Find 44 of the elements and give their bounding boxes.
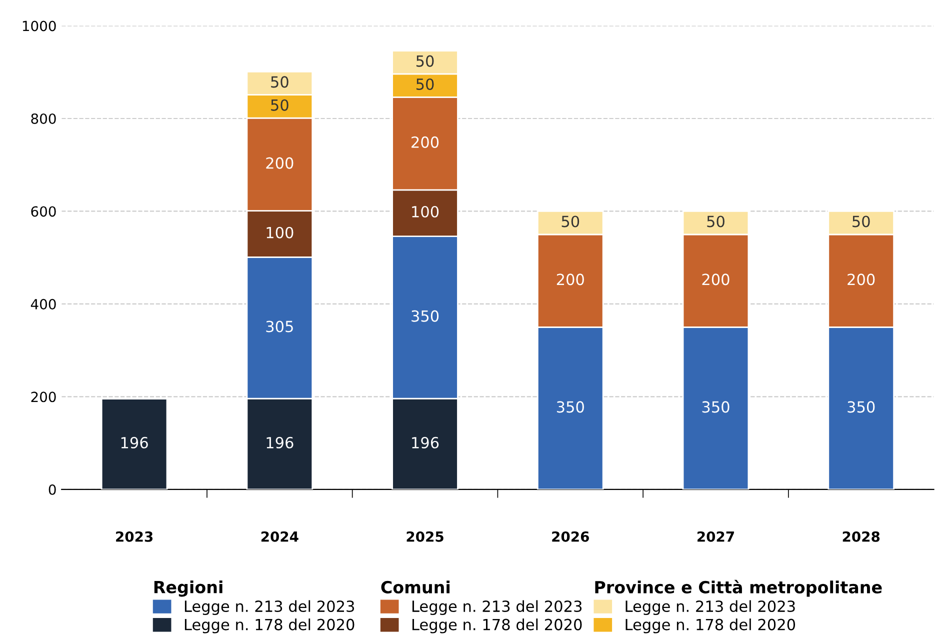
text: Province e Città metropolitane xyxy=(595,580,882,597)
data-label: 50 xyxy=(707,216,724,228)
x-tick-label: 2027 xyxy=(698,531,734,542)
legend-label: Legge n. 213 del 2023 xyxy=(626,600,795,616)
data-label: 50 xyxy=(416,55,434,67)
data-label: 196 xyxy=(266,436,294,448)
data-label: 200 xyxy=(266,157,294,169)
text: Comuni xyxy=(381,580,450,594)
legend-label: Legge n. 213 del 2023 xyxy=(412,600,582,616)
data-label: 50 xyxy=(271,76,288,88)
data-label: 200 xyxy=(412,136,439,148)
legend-label: Legge n. 213 del 2023 xyxy=(184,600,354,616)
data-label: 350 xyxy=(848,401,875,413)
x-tick-label: 2028 xyxy=(842,531,880,542)
data-label: 50 xyxy=(271,99,288,111)
x-tick-label: 2026 xyxy=(552,531,589,542)
x-tick-label: 2023 xyxy=(116,531,153,542)
x-tick-label: 2025 xyxy=(406,531,444,542)
data-label: 50 xyxy=(562,216,580,228)
data-label: 196 xyxy=(412,436,439,448)
legend-label: Legge n. 178 del 2020 xyxy=(412,618,582,634)
text: Regioni xyxy=(154,580,222,597)
data-label: 350 xyxy=(412,310,439,322)
bar xyxy=(100,398,168,490)
y-tick-label: 200 xyxy=(31,392,56,402)
data-label: 196 xyxy=(121,436,148,448)
data-label: 100 xyxy=(266,226,294,238)
y-tick-label: 0 xyxy=(48,484,56,495)
data-label: 350 xyxy=(556,401,584,413)
data-label: 305 xyxy=(266,320,293,332)
data-label: 200 xyxy=(702,274,730,286)
y-tick-label: 800 xyxy=(31,113,56,124)
data-label: 200 xyxy=(848,274,875,286)
data-label: 200 xyxy=(556,274,584,286)
y-tick-label: 1000 xyxy=(22,20,56,32)
data-label: 50 xyxy=(852,216,870,228)
x-tick-label: 2024 xyxy=(261,531,298,542)
data-label: 350 xyxy=(702,401,730,413)
data-label: 50 xyxy=(416,78,434,90)
legend-label: Legge n. 178 del 2020 xyxy=(626,618,796,634)
y-tick-label: 400 xyxy=(30,298,56,310)
y-tick-label: 600 xyxy=(31,206,56,217)
data-label: 100 xyxy=(412,206,439,218)
legend-label: Legge n. 178 del 2020 xyxy=(184,618,354,634)
